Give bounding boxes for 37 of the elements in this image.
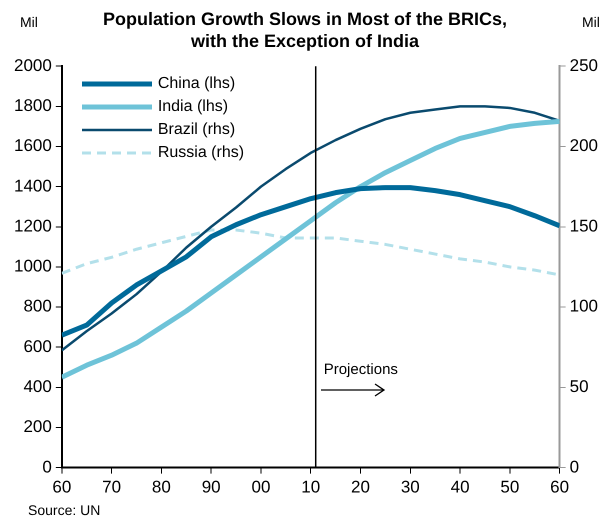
x-tick-label: 80 [152,477,171,496]
x-tick-label: 30 [400,477,420,496]
x-tick-label: 00 [251,477,270,496]
y2-tick-label: 50 [570,377,589,396]
x-tick-label: 60 [52,477,72,496]
x-tick-label: 40 [450,477,470,496]
legend-label: India (lhs) [158,98,228,116]
y-tick-label: 0 [42,457,52,476]
x-tick-label: 20 [351,477,370,496]
source-note: Source: UN [28,502,100,518]
y-tick-label: 2000 [14,56,52,75]
y2-tick-label: 250 [570,56,598,75]
y-tick-label: 600 [23,336,52,356]
y-tick-label: 1400 [14,176,52,196]
y-tick-label: 200 [23,417,52,436]
y2-tick-label: 100 [570,296,598,316]
x-tick-label: 90 [202,477,221,496]
x-tick-label: 60 [550,477,570,496]
x-tick-label: 70 [102,477,122,496]
ref-line-label: Projections [324,361,398,378]
y2-axis-title: Mil [582,14,600,30]
y2-tick-label: 200 [570,136,598,156]
legend-label: Russia (rhs) [158,144,244,162]
y-tick-label: 1000 [14,256,52,276]
chart-title: Population Growth Slows in Most of the BRICs, with the Exception of India [102,8,508,52]
y-tick-label: 1200 [14,216,52,236]
x-tick-label: 10 [301,477,320,496]
legend-label: China (lhs) [158,74,236,93]
x-tick-label: 50 [500,477,520,496]
y2-tick-label: 150 [570,216,598,236]
y2-tick-label: 0 [570,457,580,476]
y-tick-label: 800 [23,296,52,316]
y-tick-label: 1600 [14,136,52,156]
legend-label: Brazil (rhs) [158,120,236,139]
y-tick-label: 1800 [14,96,52,116]
y-tick-label: 400 [23,377,52,396]
y-axis-title: Mil [20,14,38,30]
